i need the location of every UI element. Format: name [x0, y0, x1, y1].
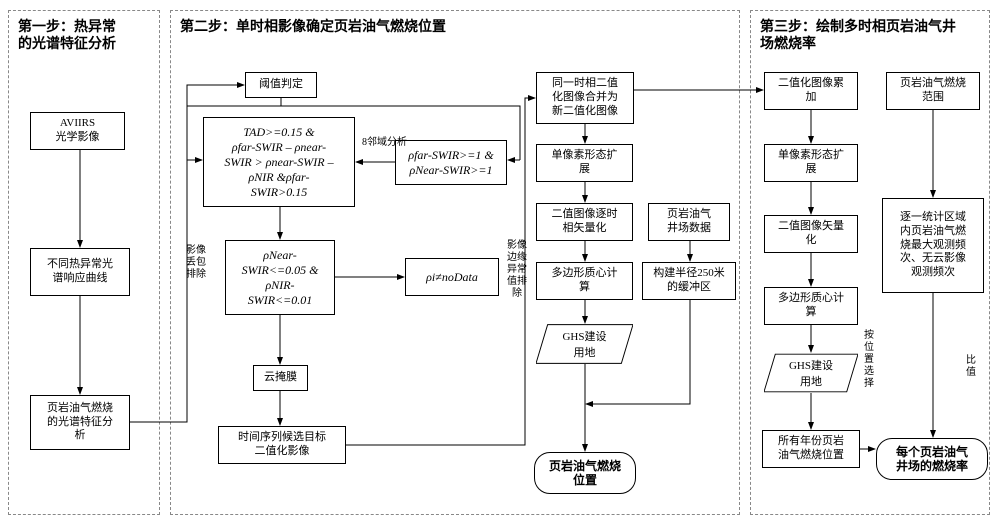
node-vector3: 二值图像矢量化 [764, 215, 858, 253]
label-neighborhood: 8邻域分析 [357, 137, 412, 149]
label-byloc: 按位置选择 [862, 330, 876, 390]
label-imglost: 影像丢包排除 [181, 245, 211, 281]
node-tsimg: 时间序列候选目标二值化影像 [218, 426, 346, 464]
node-accum: 二值化图像累加 [764, 72, 858, 110]
node-centroid2: 多边形质心计算 [536, 262, 633, 300]
node-stats: 逐一统计区域内页岩油气燃烧最大观测频次、无云影像观测频次 [882, 198, 984, 293]
node-morph2: 单像素形态扩展 [536, 144, 633, 182]
label-edge: 影像边缘异常值排除 [503, 240, 531, 300]
node-spec: 页岩油气燃烧的光谱特征分析 [30, 395, 130, 450]
node-vector2: 二值图像逐时相矢量化 [536, 203, 633, 241]
node-wellsite: 页岩油气井场数据 [648, 203, 730, 241]
label-ratio: 比值 [964, 355, 978, 379]
node-burnrange: 页岩油气燃烧范围 [886, 72, 980, 110]
node-ghs2: GHS建设用地 [536, 324, 633, 364]
step2-title: 第二步：单时相影像确定页岩油气燃烧位置 [180, 20, 630, 37]
node-pos2: 页岩油气燃烧位置 [534, 452, 636, 494]
step1-title: 第一步：热异常的光谱特征分析 [18, 20, 153, 54]
node-cond2: ρNear-SWIR<=0.05 &ρNIR-SWIR<=0.01 [225, 240, 335, 315]
node-centroid3: 多边形质心计算 [764, 287, 858, 325]
node-morph3: 单像素形态扩展 [764, 144, 858, 182]
node-cond1: TAD>=0.15 &ρfar-SWIR – ρnear-SWIR > ρnea… [203, 117, 355, 207]
node-rate: 每个页岩油气井场的燃烧率 [876, 438, 988, 480]
node-ghs3: GHS建设用地 [764, 353, 858, 393]
node-allpos: 所有年份页岩油气燃烧位置 [762, 430, 860, 468]
node-cond4: ρi≠noData [405, 258, 499, 296]
node-curve: 不同热异常光谱响应曲线 [30, 248, 130, 296]
node-merge: 同一时相二值化图像合并为新二值化图像 [536, 72, 634, 124]
node-cloud: 云掩膜 [253, 365, 308, 391]
node-aviirs: AVIIRS光学影像 [30, 112, 125, 150]
step3-title: 第三步：绘制多时相页岩油气井场燃烧率 [760, 20, 985, 54]
node-thresh: 阈值判定 [245, 72, 317, 98]
node-buffer: 构建半径250米的缓冲区 [642, 262, 736, 300]
